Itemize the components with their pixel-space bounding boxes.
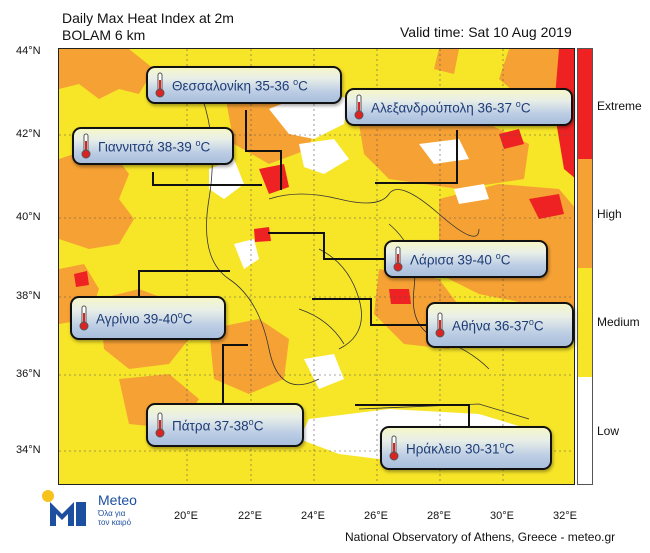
meteo-logo: Meteo Όλα για τον καιρό — [40, 488, 170, 530]
thermometer-icon — [393, 246, 403, 272]
legend-label-medium: Medium — [597, 315, 640, 329]
lon-tick: 26°E — [364, 510, 388, 522]
city-label-alexandroupoli: Αλεξανδρούπολη 36-37 oC — [345, 88, 573, 126]
city-label-larisa: Λάρισα 39-40 oC — [384, 240, 548, 278]
thermometer-icon — [389, 435, 399, 461]
lon-tick: 32°E — [553, 510, 577, 522]
sun-icon — [42, 490, 54, 502]
credit-footer: National Observatory of Athens, Greece -… — [345, 530, 616, 544]
lon-tick: 22°E — [238, 510, 262, 522]
thermometer-icon — [155, 72, 165, 98]
lat-tick: 42°N — [16, 128, 41, 140]
legend-label-low: Low — [597, 424, 620, 438]
legend-label-extreme: Extreme — [597, 99, 642, 113]
lat-tick: 38°N — [16, 290, 41, 302]
legend-label-high: High — [597, 207, 622, 221]
lon-tick: 24°E — [301, 510, 325, 522]
city-label-giannitsa: Γιαννιτσά 38-39 oC — [72, 127, 234, 165]
heat-index-map — [58, 48, 575, 485]
legend-extreme-swatch — [578, 49, 592, 159]
thermometer-icon — [155, 412, 165, 438]
lat-tick: 36°N — [16, 368, 41, 380]
logo-tagline-1: Όλα για — [98, 509, 126, 518]
city-label-agrinio: Αγρίνιο 39-40oC — [70, 296, 226, 340]
lat-tick: 44°N — [16, 45, 41, 57]
map-canvas — [59, 49, 574, 484]
legend-high-swatch — [578, 159, 592, 268]
city-label-patra: Πάτρα 37-38oC — [146, 403, 304, 447]
logo-brand: Meteo — [98, 492, 137, 508]
city-label-thessaloniki: Θεσσαλονίκη 35-36 oC — [146, 66, 342, 104]
legend-low-swatch — [578, 377, 592, 484]
map-title: Daily Max Heat Index at 2m — [62, 10, 234, 26]
lat-tick: 34°N — [16, 444, 41, 456]
lon-tick: 20°E — [174, 510, 198, 522]
thermometer-icon — [79, 305, 89, 331]
city-label-athina: Αθήνα 36-37oC — [426, 302, 574, 348]
lon-tick: 28°E — [427, 510, 451, 522]
model-name: BOLAM 6 km — [62, 27, 146, 43]
meteo-logo-icon — [42, 490, 86, 526]
lat-tick: 40°N — [16, 211, 41, 223]
thermometer-icon — [81, 133, 91, 159]
thermometer-icon — [435, 312, 445, 338]
city-label-irakleio: Ηράκλειο 30-31oC — [380, 426, 552, 470]
valid-time: Valid time: Sat 10 Aug 2019 — [400, 24, 572, 40]
legend-medium-swatch — [578, 268, 592, 377]
logo-tagline-2: τον καιρό — [98, 518, 132, 527]
lon-tick: 30°E — [490, 510, 514, 522]
legend-colorbar — [577, 48, 593, 485]
thermometer-icon — [354, 94, 364, 120]
